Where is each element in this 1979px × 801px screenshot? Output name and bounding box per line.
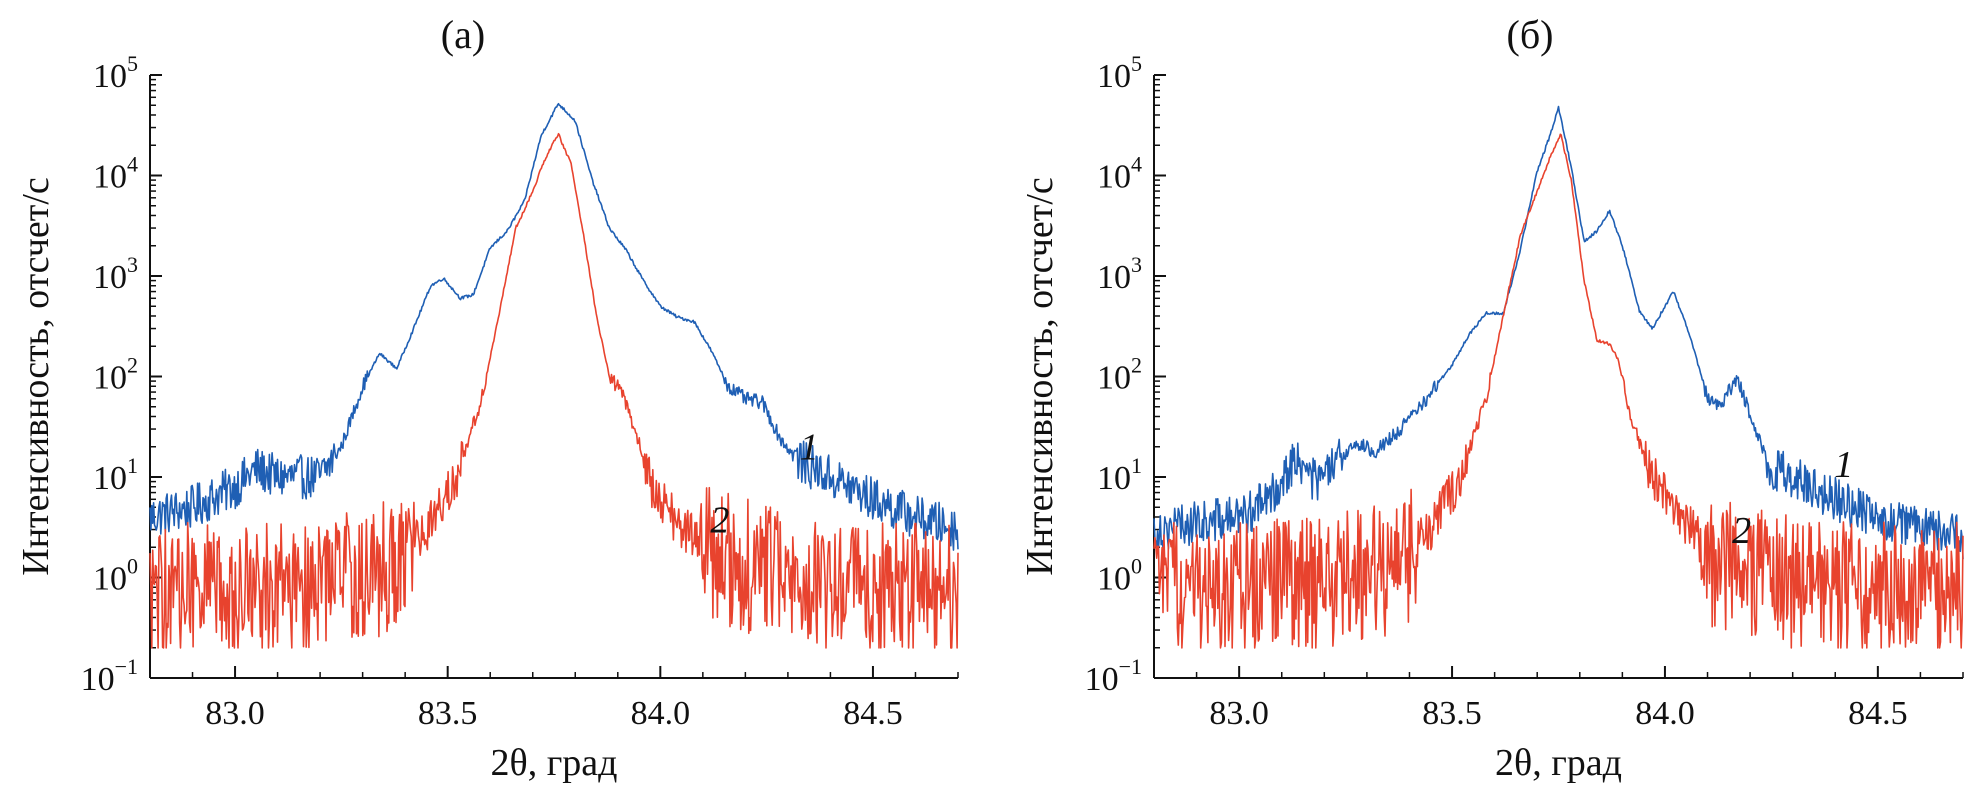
curve-label-2: 2 (1732, 510, 1751, 552)
series-2-line (149, 132, 959, 649)
x-tick-label: 83.5 (1422, 695, 1482, 732)
y-tick-label: 10−1 (81, 654, 138, 698)
x-tick-label: 83.5 (418, 695, 478, 732)
x-tick-label: 83.0 (205, 695, 265, 732)
panel-a: (а) 105 104 103 102 101 100 10−1 83.0 83.5 84.0 84.… (15, 12, 959, 784)
y-tick-label: 102 (93, 353, 138, 397)
y-tick-label: 103 (1097, 252, 1142, 296)
x-tick-label: 84.0 (1635, 695, 1695, 732)
x-tick-label: 84.5 (1848, 695, 1908, 732)
y-tick-label: 10−1 (1085, 654, 1142, 698)
curve-label-2: 2 (710, 500, 729, 542)
y-tick-label: 100 (93, 554, 138, 598)
y-tick-label: 105 (1097, 51, 1142, 95)
x-axis-title: 2θ, град (1495, 742, 1622, 784)
y-tick-label: 102 (1097, 353, 1142, 397)
y-tick-label: 104 (93, 152, 138, 196)
curve-label-1: 1 (1834, 444, 1853, 486)
x-axis-title: 2θ, град (491, 742, 618, 784)
y-tick-label: 103 (93, 252, 138, 296)
y-tick-label: 101 (93, 453, 138, 497)
curve-label-1: 1 (800, 426, 819, 468)
y-tick-label: 101 (1097, 453, 1142, 497)
series-1-line (149, 102, 959, 551)
series-1-line (1153, 105, 1964, 560)
x-tick-label: 84.5 (843, 695, 903, 732)
panel-b: (б) 105 104 103 102 101 100 10−1 83.0 83.5 84.0 84.… (1019, 12, 1964, 784)
panel-title: (а) (441, 12, 485, 57)
y-tick-label: 105 (93, 51, 138, 95)
y-tick-label: 104 (1097, 152, 1142, 196)
panel-title: (б) (1507, 12, 1554, 57)
y-axis-title: Интенсивность, отсчет/с (1019, 177, 1061, 576)
x-tick-label: 83.0 (1209, 695, 1269, 732)
y-tick-label: 100 (1097, 554, 1142, 598)
y-axis-title: Интенсивность, отсчет/с (15, 177, 57, 576)
x-tick-label: 84.0 (631, 695, 691, 732)
series-2-line (1153, 133, 1964, 649)
